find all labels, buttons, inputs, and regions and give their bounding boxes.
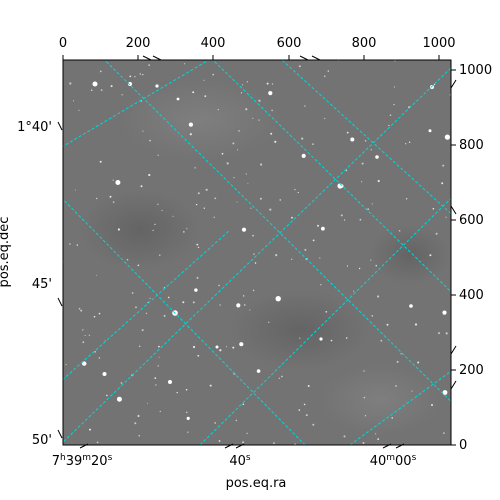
right-tick-0: 0: [459, 438, 467, 453]
star-field: [63, 60, 451, 445]
y-axis-label: pos.eq.dec: [0, 217, 12, 288]
right-tick-600: 600: [459, 213, 484, 228]
top-tick-0: 0: [59, 36, 67, 51]
celestial-ticks: [57, 55, 457, 449]
ra-tick-40s: 40s: [229, 453, 251, 469]
right-tick-200: 200: [459, 363, 484, 378]
coordinate-grid: [63, 60, 451, 445]
top-tick-600: 600: [277, 36, 302, 51]
top-tick-800: 800: [352, 36, 377, 51]
dec-tick-50: 50': [32, 433, 52, 448]
top-tick-1000: 1000: [422, 36, 455, 51]
dec-tick-1-40: 1°40': [17, 120, 52, 135]
right-tick-400: 400: [459, 288, 484, 303]
ra-tick-7h39m20s: 7h39m20s: [52, 453, 113, 469]
right-tick-800: 800: [459, 138, 484, 153]
ra-tick-40m00s: 40m00s: [370, 453, 417, 469]
top-tick-400: 400: [201, 36, 226, 51]
x-axis-label: pos.eq.ra: [226, 476, 287, 491]
dec-tick-45: 45': [32, 277, 52, 292]
plot-frame: [62, 59, 452, 446]
top-tick-200: 200: [126, 36, 151, 51]
right-tick-1000: 1000: [459, 63, 492, 78]
